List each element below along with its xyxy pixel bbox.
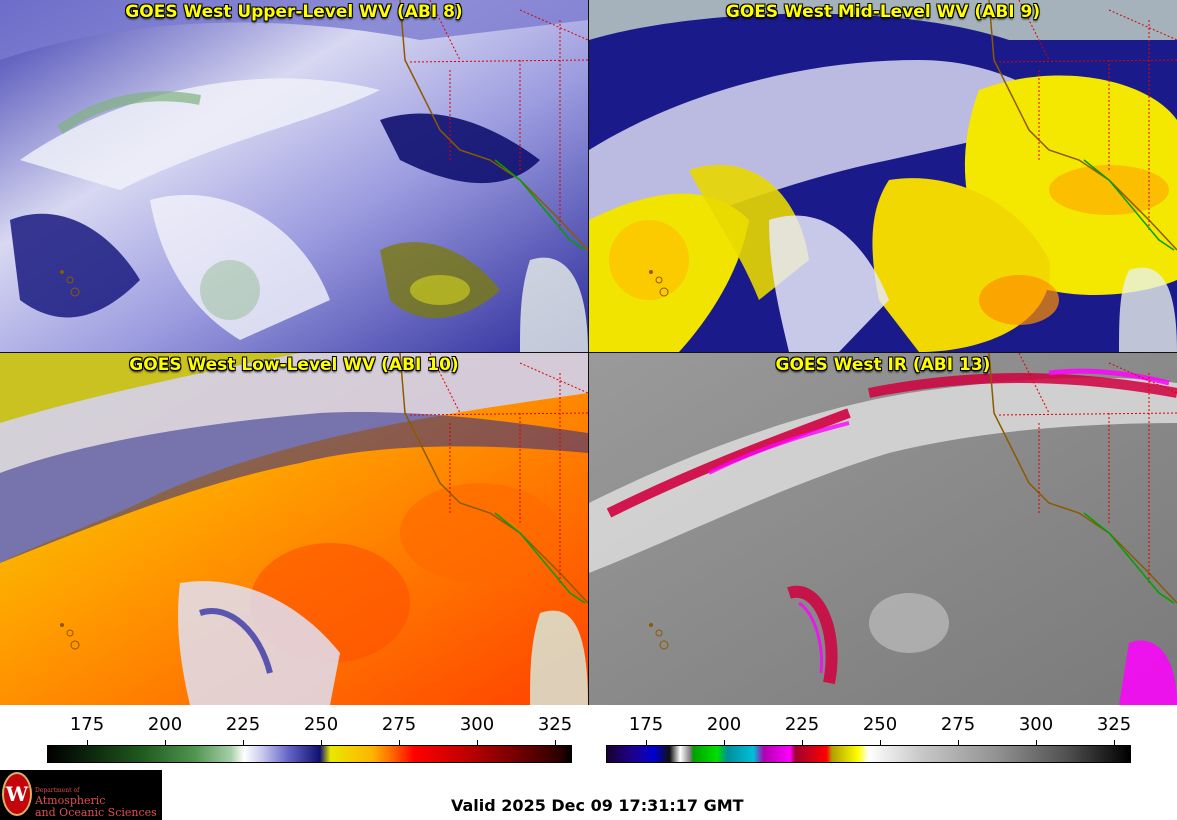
ir-tick-label: 200 xyxy=(706,714,742,735)
mid-level-wv-image xyxy=(589,0,1177,352)
logo-name-line-1: Atmospheric xyxy=(35,794,106,807)
wv-tick-labels: 175 200 225 250 275 300 325 xyxy=(47,714,572,736)
panel-mid-level-wv: GOES West Mid-Level WV (ABI 9) xyxy=(589,0,1177,352)
wv-tick-mark xyxy=(399,740,400,746)
ir-tick-label: 325 xyxy=(1096,714,1132,735)
panel-ir: GOES West IR (ABI 13) xyxy=(589,353,1177,705)
ir-tick-label: 275 xyxy=(940,714,976,735)
ir-tick-mark xyxy=(880,740,881,746)
wv-color-scale: 175 200 225 250 275 300 325 xyxy=(47,708,572,766)
panel-divider-horizontal xyxy=(0,352,1177,353)
valid-time: Valid 2025 Dec 09 17:31:17 GMT xyxy=(451,796,744,815)
wv-tick-label: 250 xyxy=(303,714,339,735)
wv-tick-label: 325 xyxy=(537,714,573,735)
aos-logo: W Department of Atmospheric and Oceanic … xyxy=(0,770,162,820)
wv-tick-label: 200 xyxy=(147,714,183,735)
ir-tick-mark xyxy=(724,740,725,746)
ir-tick-label: 175 xyxy=(628,714,664,735)
ir-tick-mark xyxy=(958,740,959,746)
upper-level-wv-image xyxy=(0,0,588,352)
wv-tick-label: 175 xyxy=(69,714,105,735)
low-level-wv-image xyxy=(0,353,588,705)
panel-upper-level-wv: GOES West Upper-Level WV (ABI 8) xyxy=(0,0,588,352)
wv-tick-mark xyxy=(321,740,322,746)
wv-tick-mark xyxy=(87,740,88,746)
wv-tick-label: 225 xyxy=(225,714,261,735)
ir-tick-labels: 175 200 225 250 275 300 325 xyxy=(606,714,1131,736)
ir-color-scale: 175 200 225 250 275 300 325 xyxy=(606,708,1131,766)
logo-dept-line: Department of xyxy=(35,787,80,794)
wv-tick-label: 300 xyxy=(459,714,495,735)
ir-tick-label: 250 xyxy=(862,714,898,735)
panel-title: GOES West Low-Level WV (ABI 10) xyxy=(129,355,459,375)
wv-tick-label: 275 xyxy=(381,714,417,735)
panel-title: GOES West Mid-Level WV (ABI 9) xyxy=(725,2,1041,22)
wv-color-bar xyxy=(47,745,572,763)
ir-tick-label: 225 xyxy=(784,714,820,735)
wv-tick-mark xyxy=(165,740,166,746)
uw-seal-icon: W xyxy=(2,772,32,816)
ir-tick-label: 300 xyxy=(1018,714,1054,735)
panel-low-level-wv: GOES West Low-Level WV (ABI 10) xyxy=(0,353,588,705)
ir-image xyxy=(589,353,1177,705)
wv-tick-mark xyxy=(243,740,244,746)
panel-title: GOES West Upper-Level WV (ABI 8) xyxy=(125,2,463,22)
ir-tick-mark xyxy=(1114,740,1115,746)
ir-tick-mark xyxy=(802,740,803,746)
wv-tick-mark xyxy=(555,740,556,746)
ir-color-bar xyxy=(606,745,1131,763)
ir-tick-mark xyxy=(1036,740,1037,746)
logo-name-line-2: and Oceanic Sciences xyxy=(35,806,157,819)
panel-title: GOES West IR (ABI 13) xyxy=(775,355,991,375)
wv-tick-mark xyxy=(477,740,478,746)
ir-tick-mark xyxy=(646,740,647,746)
